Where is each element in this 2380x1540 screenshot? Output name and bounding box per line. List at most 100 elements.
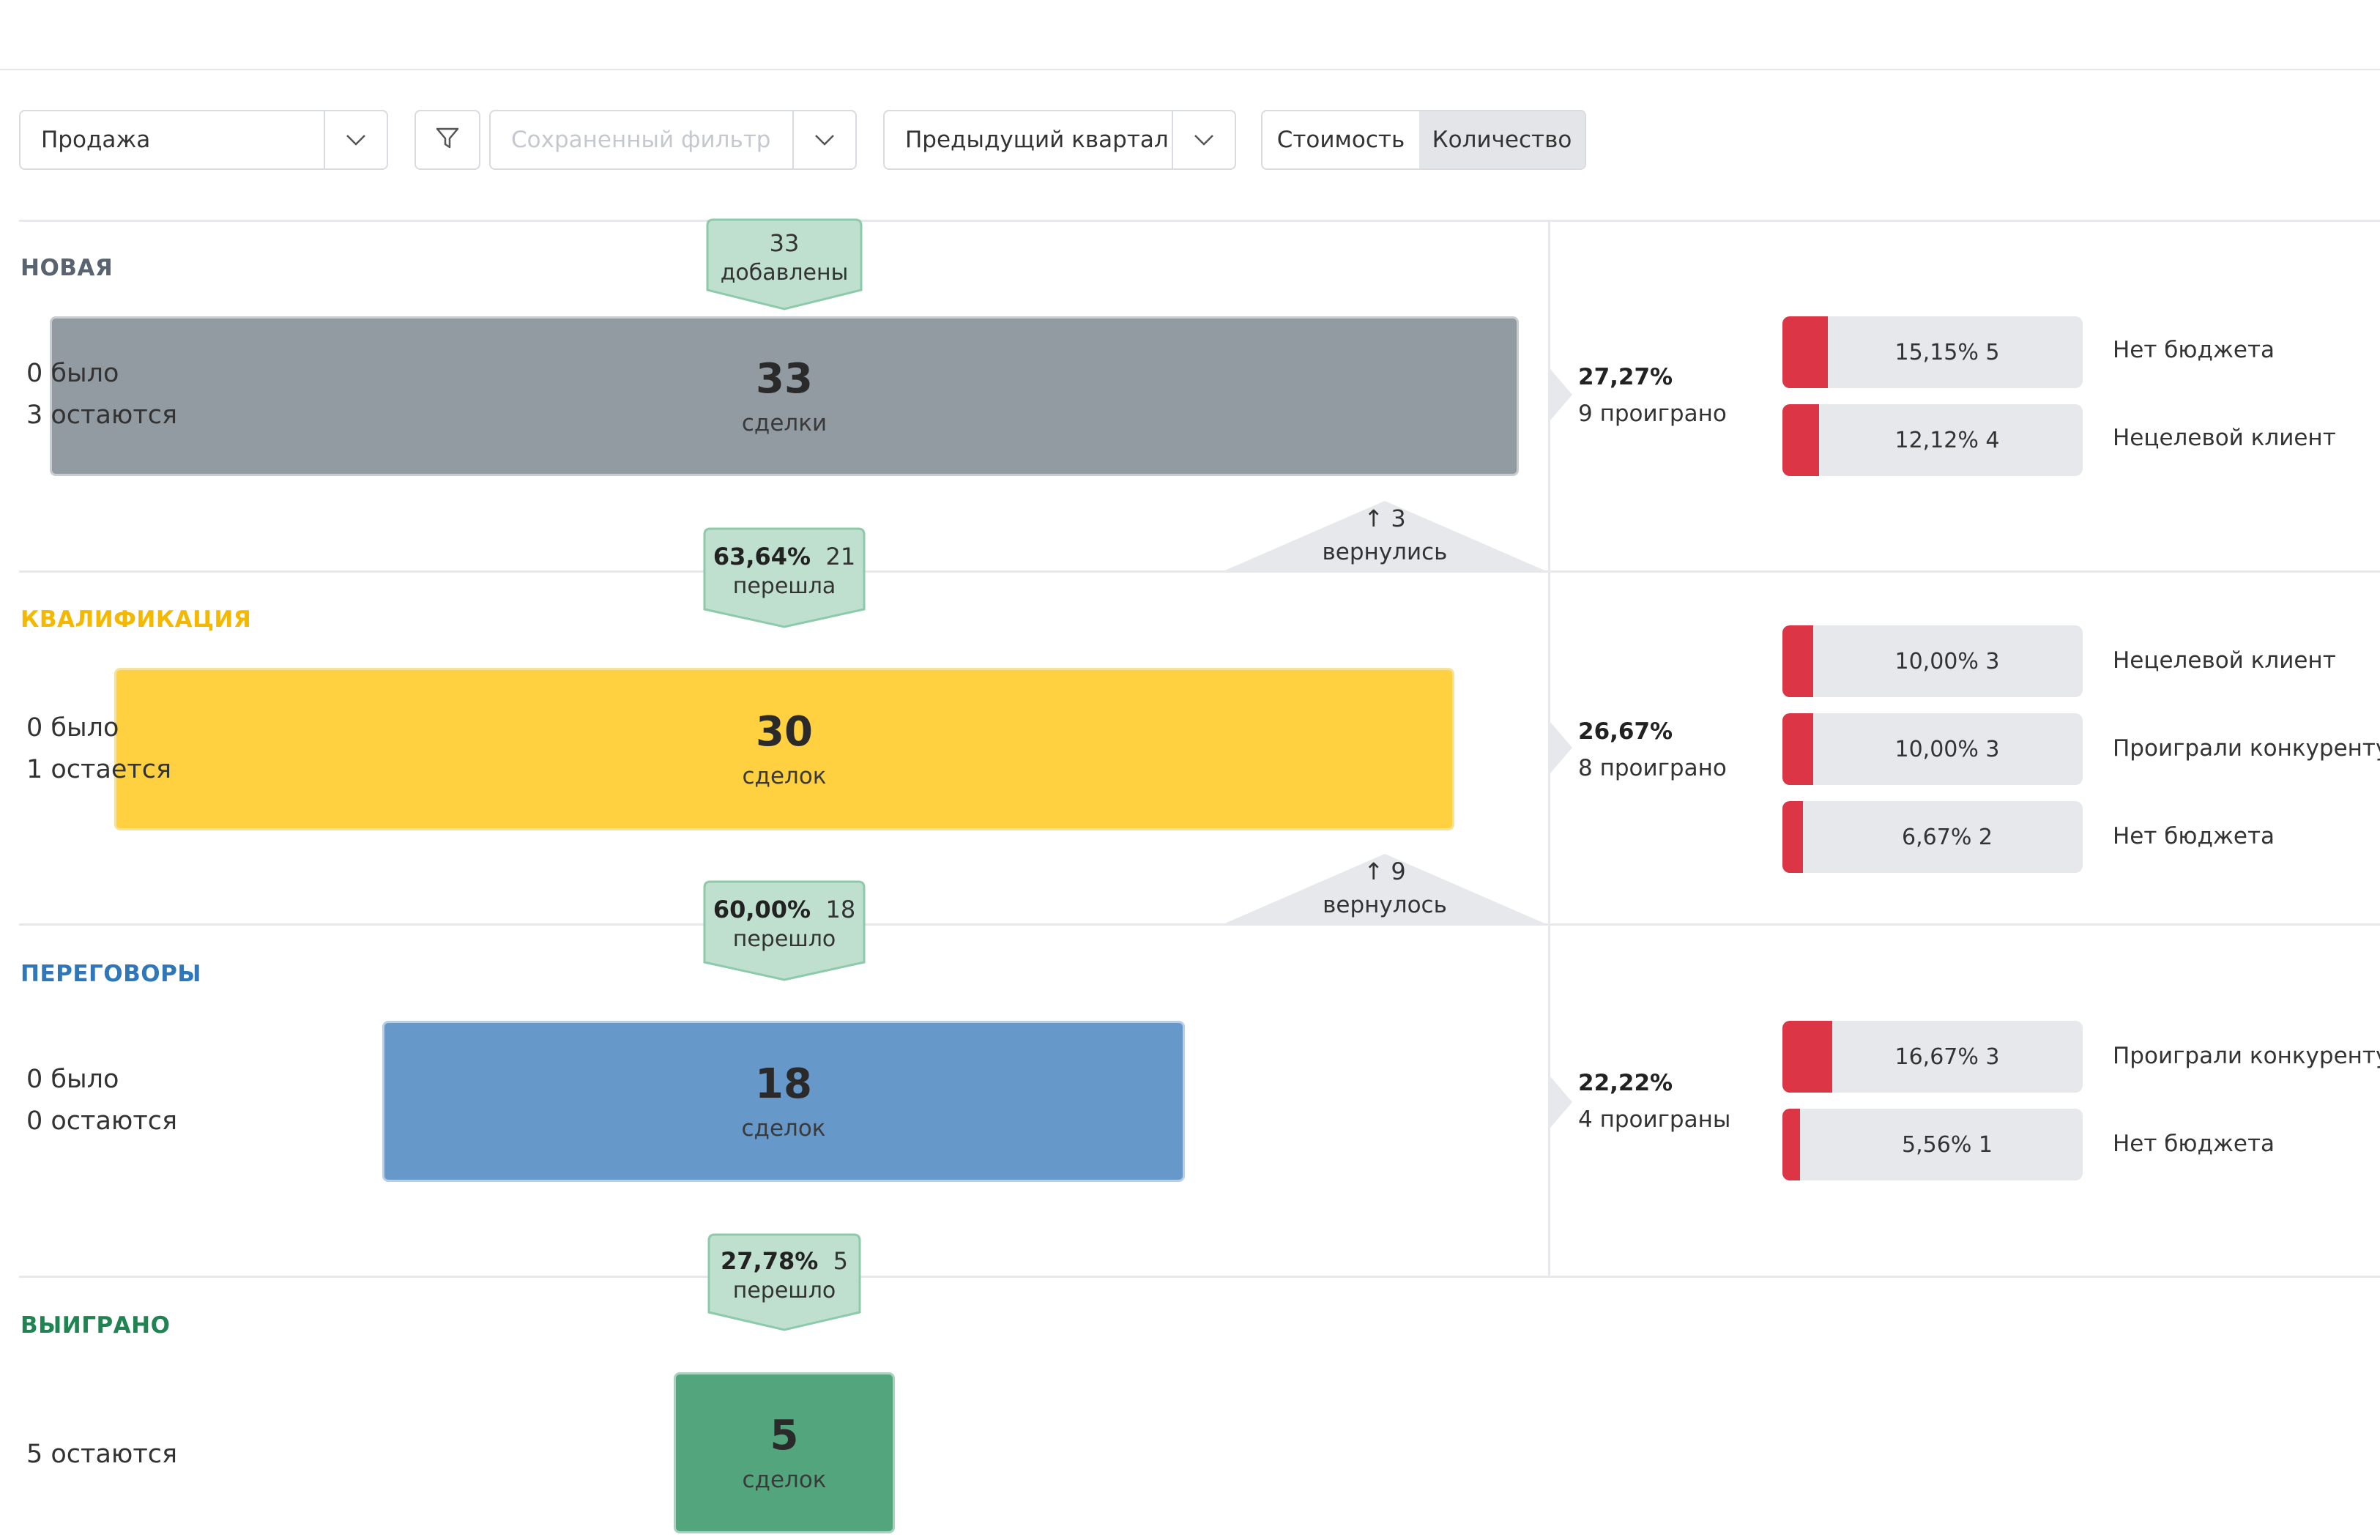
- lost-reason-label: Проиграли конкуренту: [2113, 1043, 2380, 1069]
- deal-count-label: сделок: [742, 763, 827, 789]
- chevron-down-icon[interactable]: [792, 111, 855, 168]
- stage-stats: 0 было 3 остаются: [26, 353, 177, 436]
- returned-badge: ↑ 3 вернулись: [1221, 501, 1548, 572]
- lost-arrow-icon: [1550, 369, 1572, 420]
- filter-button[interactable]: [414, 110, 480, 170]
- remain-count: 3 остаются: [26, 401, 178, 430]
- was-count: 0 было: [26, 1065, 119, 1094]
- deal-count-label: сделок: [741, 1115, 826, 1142]
- stage-title-negotiation: ПЕРЕГОВОРЫ: [21, 961, 201, 987]
- lost-reason-value: 16,67% 3: [1894, 1044, 2000, 1070]
- conversion-badge: 27,78% 5 перешло: [707, 1233, 861, 1331]
- stage-bar-won[interactable]: 5 сделок: [674, 1372, 895, 1533]
- arrow-up-icon: ↑: [1364, 858, 1384, 885]
- conversion-percent: 63,64%: [713, 543, 811, 570]
- lost-reason-fill: [1782, 1021, 1832, 1093]
- conversion-count: 18: [825, 896, 856, 923]
- deal-count: 30: [756, 708, 813, 756]
- conversion-count: 5: [833, 1247, 848, 1275]
- was-count: 0 было: [26, 713, 119, 743]
- lost-reason-label: Нет бюджета: [2113, 823, 2275, 849]
- lost-reason-bar[interactable]: 6,67% 2: [1782, 801, 2083, 873]
- conversion-percent: 60,00%: [713, 896, 811, 923]
- returned-badge: ↑ 9 вернулось: [1221, 854, 1548, 925]
- stage-divider: [19, 923, 2380, 926]
- mode-toggle[interactable]: Стоимость Количество: [1261, 110, 1586, 170]
- lost-reason-label: Нет бюджета: [2113, 337, 2275, 363]
- period-select[interactable]: Предыдущий квартал: [883, 110, 1236, 170]
- lost-percent: 26,67%: [1578, 718, 1673, 745]
- stage-title-qualification: КВАЛИФИКАЦИЯ: [21, 606, 252, 633]
- lost-summary[interactable]: 27,27% 9 проиграно: [1578, 359, 1727, 432]
- period-select-value: Предыдущий квартал: [905, 127, 1169, 153]
- lost-reason-fill: [1782, 713, 1813, 785]
- stage-stats: 0 было 0 остаются: [26, 1059, 177, 1142]
- conversion-label: перешло: [732, 926, 836, 952]
- lost-reason-label: Нет бюджета: [2113, 1131, 2275, 1157]
- lost-reason-bar[interactable]: 15,15% 5: [1782, 316, 2083, 388]
- lost-reason-fill: [1782, 404, 1819, 476]
- lost-reason-value: 12,12% 4: [1894, 427, 2000, 453]
- lost-arrow-icon: [1550, 1076, 1572, 1128]
- lost-summary[interactable]: 22,22% 4 проиграны: [1578, 1065, 1730, 1138]
- returned-label: вернулись: [1322, 539, 1448, 565]
- remain-count: 0 остаются: [26, 1106, 178, 1136]
- mode-count-button[interactable]: Количество: [1419, 111, 1585, 168]
- lost-reason-bar[interactable]: 10,00% 3: [1782, 625, 2083, 697]
- chevron-down-icon[interactable]: [324, 111, 387, 168]
- stage-divider: [19, 1276, 2380, 1278]
- lost-reason-value: 5,56% 1: [1902, 1131, 1993, 1158]
- filter-icon: [435, 126, 460, 154]
- lost-reason-value: 6,67% 2: [1902, 824, 1993, 850]
- deal-count: 33: [756, 355, 813, 403]
- lost-percent: 27,27%: [1578, 364, 1673, 390]
- conversion-label: перешла: [732, 573, 836, 599]
- stage-divider: [19, 570, 2380, 573]
- lost-column-divider: [1548, 220, 1550, 1276]
- added-count: 33: [769, 229, 800, 257]
- lost-reason-bar[interactable]: 12,12% 4: [1782, 404, 2083, 476]
- deal-count: 18: [755, 1060, 812, 1108]
- conversion-label: перешло: [732, 1278, 836, 1303]
- lost-reason-bar[interactable]: 10,00% 3: [1782, 713, 2083, 785]
- mode-cost-button[interactable]: Стоимость: [1276, 127, 1405, 153]
- lost-reason-fill: [1782, 316, 1828, 388]
- header-divider: [0, 69, 2380, 70]
- conversion-count: 21: [825, 543, 856, 570]
- lost-reason-fill: [1782, 625, 1813, 697]
- stage-bar-new[interactable]: 33 сделки: [50, 316, 1519, 476]
- added-label: добавлены: [720, 260, 849, 286]
- saved-filter-select[interactable]: Сохраненный фильтр: [489, 110, 857, 170]
- lost-reason-bar[interactable]: 16,67% 3: [1782, 1021, 2083, 1093]
- saved-filter-placeholder: Сохраненный фильтр: [511, 127, 771, 153]
- returned-count: 9: [1391, 858, 1406, 885]
- lost-percent: 22,22%: [1578, 1070, 1673, 1096]
- chevron-down-icon[interactable]: [1172, 111, 1235, 168]
- lost-reason-value: 10,00% 3: [1894, 736, 2000, 762]
- lost-summary[interactable]: 26,67% 8 проиграно: [1578, 713, 1727, 786]
- stage-title-won: ВЫИГРАНО: [21, 1312, 171, 1339]
- deal-count: 5: [770, 1412, 799, 1459]
- lost-reason-value: 15,15% 5: [1894, 339, 2000, 365]
- stage-stats: 5 остаются: [26, 1434, 177, 1476]
- lost-count: 8 проиграно: [1578, 755, 1727, 781]
- lost-reason-fill: [1782, 801, 1803, 873]
- deal-count-label: сделки: [741, 410, 828, 436]
- lost-reason-label: Нецелевой клиент: [2113, 425, 2336, 451]
- stage-bar-qualification[interactable]: 30 сделок: [114, 668, 1454, 830]
- lost-count: 4 проиграны: [1578, 1106, 1731, 1133]
- lost-reason-label: Проиграли конкуренту: [2113, 735, 2380, 762]
- conversion-badge: 63,64% 21 перешла: [703, 527, 866, 628]
- stage-divider: [19, 220, 2380, 222]
- lost-reason-bar[interactable]: 5,56% 1: [1782, 1109, 2083, 1180]
- stage-bar-negotiation[interactable]: 18 сделок: [382, 1021, 1185, 1182]
- remain-count: 5 остаются: [26, 1440, 178, 1469]
- conversion-badge: 60,00% 18 перешло: [703, 880, 866, 981]
- returned-label: вернулось: [1323, 892, 1447, 918]
- returned-count: 3: [1391, 505, 1406, 532]
- lost-reason-fill: [1782, 1109, 1800, 1180]
- arrow-up-icon: ↑: [1364, 505, 1384, 532]
- was-count: 0 было: [26, 359, 119, 388]
- stage-stats: 0 было 1 остается: [26, 707, 171, 791]
- pipeline-select[interactable]: Продажа: [19, 110, 388, 170]
